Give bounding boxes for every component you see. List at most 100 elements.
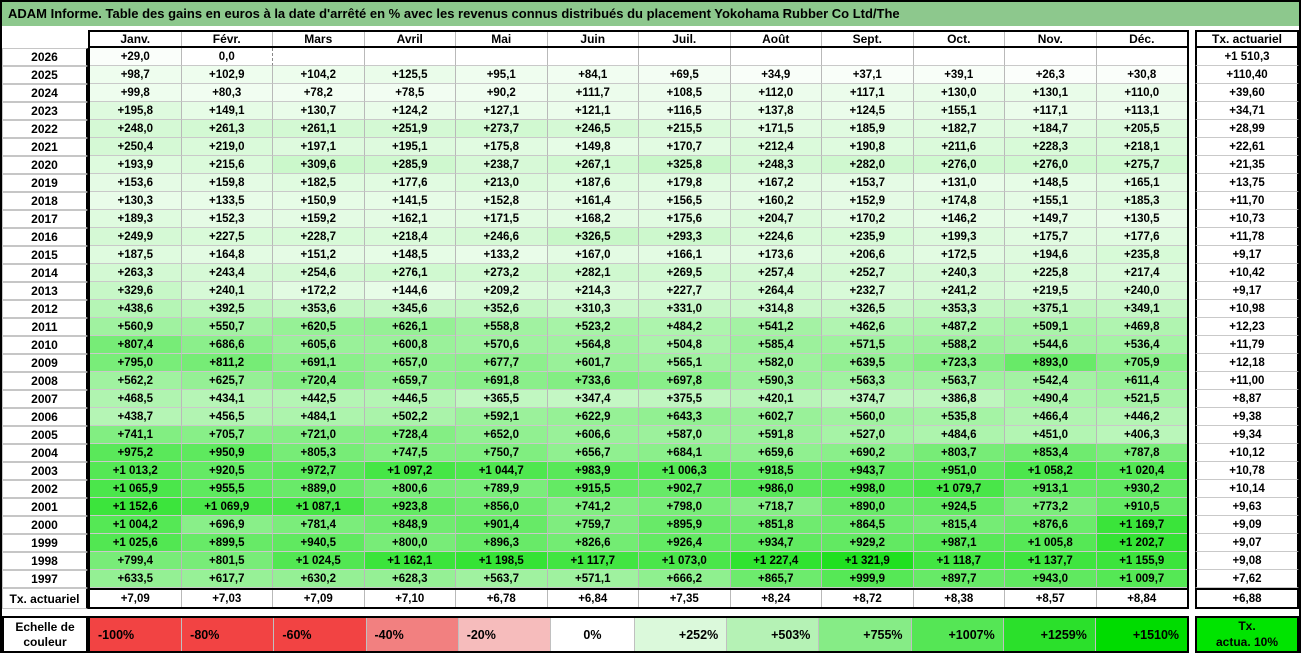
gain-cell: +29,0 <box>90 48 182 66</box>
gain-cell: +148,5 <box>1005 174 1097 192</box>
gain-cell: +484,1 <box>273 408 365 426</box>
actuarial-scale-line2: actua. 10% <box>1215 634 1279 649</box>
gain-cell: +686,6 <box>181 336 273 354</box>
column-gap <box>1189 408 1195 426</box>
gain-cell: +190,8 <box>822 138 914 156</box>
gain-cell: +170,7 <box>639 138 731 156</box>
gain-cell: +625,7 <box>181 372 273 390</box>
gain-cell: +110,0 <box>1096 84 1187 102</box>
gain-cell <box>913 48 1005 66</box>
month-values-band: +153,6 +159,8 +182,5 +177,6 +213,0 +187,6 +179… <box>88 174 1189 192</box>
actuarial-scale-cell: Tx. actua. 10% <box>1195 616 1299 653</box>
gain-cell: +677,7 <box>456 354 548 372</box>
actuarial-rate-cell: +11,00 <box>1195 372 1299 390</box>
gain-cell: +896,3 <box>456 534 548 552</box>
gain-cell: +728,4 <box>364 426 456 444</box>
gain-cell: +78,5 <box>364 84 456 102</box>
gain-cell: +375,1 <box>1005 300 1097 318</box>
gain-cell: +570,6 <box>456 336 548 354</box>
gain-cell: +1 044,7 <box>456 462 548 480</box>
month-values-band: +1 004,2 +696,9 +781,4 +848,9 +901,4 +759,7 +8… <box>88 516 1189 534</box>
gain-cell: +741,2 <box>547 498 639 516</box>
color-scale-cell: -100% <box>90 618 183 651</box>
gain-cell: +197,1 <box>273 138 365 156</box>
gain-cell: +98,7 <box>90 66 182 84</box>
gain-cell: +759,7 <box>547 516 639 534</box>
gain-cell: +950,9 <box>181 444 273 462</box>
corner-spacer <box>2 30 88 48</box>
column-gap <box>1189 372 1195 390</box>
month-header: Avril <box>364 32 456 46</box>
table-header-row: Janv. Févr. Mars Avril Mai Juin Juil. Août Sept.… <box>2 30 1299 48</box>
gain-cell: +542,4 <box>1005 372 1097 390</box>
gain-cell: +901,4 <box>456 516 548 534</box>
gain-cell: +99,8 <box>90 84 182 102</box>
gain-cell: +750,7 <box>456 444 548 462</box>
gain-cell: +117,1 <box>1005 102 1097 120</box>
gain-cell: +617,7 <box>181 570 273 588</box>
month-values-band: +562,2 +625,7 +720,4 +659,7 +691,8 +733,6 +697… <box>88 372 1189 390</box>
gain-cell <box>1005 48 1097 66</box>
gain-cell: +1 025,6 <box>90 534 182 552</box>
year-label: 2014 <box>2 264 88 282</box>
gain-cell: +345,6 <box>364 300 456 318</box>
gain-cell: +1 227,4 <box>730 552 822 570</box>
gain-cell: +137,8 <box>730 102 822 120</box>
gain-cell: +329,6 <box>90 282 182 300</box>
gain-cell: +787,8 <box>1096 444 1187 462</box>
gain-cell: +620,5 <box>273 318 365 336</box>
gain-cell: +174,8 <box>913 192 1005 210</box>
gain-cell: +182,5 <box>273 174 365 192</box>
gain-cell: +550,7 <box>181 318 273 336</box>
gain-cell: +466,4 <box>1005 408 1097 426</box>
gain-cell: +1 321,9 <box>822 552 914 570</box>
gain-cell: +155,1 <box>913 102 1005 120</box>
month-header: Oct. <box>913 32 1005 46</box>
column-gap <box>1189 66 1195 84</box>
year-label: 2006 <box>2 408 88 426</box>
gain-cell: +929,2 <box>822 534 914 552</box>
actuarial-rate-cell: +12,23 <box>1195 318 1299 336</box>
gain-cell: +240,3 <box>913 264 1005 282</box>
gain-cell: +182,7 <box>913 120 1005 138</box>
gain-cell: +975,2 <box>90 444 182 462</box>
gain-cell: +864,5 <box>822 516 914 534</box>
gain-cell: +251,9 <box>364 120 456 138</box>
gain-cell: +124,2 <box>364 102 456 120</box>
gain-cell: +1 137,7 <box>1005 552 1097 570</box>
gain-cell: +34,9 <box>730 66 822 84</box>
gain-cell: +141,5 <box>364 192 456 210</box>
gain-cell: +39,1 <box>913 66 1005 84</box>
gain-cell: +227,5 <box>181 228 273 246</box>
gain-cell: +587,0 <box>639 426 731 444</box>
gain-cell: +162,1 <box>364 210 456 228</box>
gain-cell: +853,4 <box>1005 444 1097 462</box>
gain-cell <box>547 48 639 66</box>
gain-cell: +195,1 <box>364 138 456 156</box>
column-gap <box>1189 30 1195 48</box>
gain-cell: +972,7 <box>273 462 365 480</box>
month-header-band: Janv. Févr. Mars Avril Mai Juin Juil. Août Sept.… <box>88 30 1189 48</box>
gain-cell: +117,1 <box>822 84 914 102</box>
gain-cell: +111,7 <box>547 84 639 102</box>
month-header: Nov. <box>1005 32 1097 46</box>
report-title-bar: ADAM Informe. Table des gains en euros à… <box>2 2 1299 26</box>
actuarial-rate-cell: +21,35 <box>1195 156 1299 174</box>
gain-cell: +276,0 <box>1005 156 1097 174</box>
actuarial-scale-line1: Tx. <box>1238 618 1256 633</box>
gain-cell: +228,7 <box>273 228 365 246</box>
gain-cell: +26,3 <box>1005 66 1097 84</box>
gain-cell: +652,0 <box>456 426 548 444</box>
gain-cell: +893,0 <box>1005 354 1097 372</box>
gain-cell <box>364 48 456 66</box>
gain-cell: +1 152,6 <box>90 498 182 516</box>
gain-cell: +218,4 <box>364 228 456 246</box>
gain-cell: +705,7 <box>181 426 273 444</box>
color-scale-cell: +252% <box>635 618 728 651</box>
table-row: 2013 +329,6 +240,1 +172,2 +144,6 +209,2 +214,3… <box>2 282 1299 300</box>
gain-cell: +124,5 <box>822 102 914 120</box>
gain-cell: +185,9 <box>822 120 914 138</box>
gain-cell: +214,3 <box>547 282 639 300</box>
year-label: 2021 <box>2 138 88 156</box>
gain-cell: +998,0 <box>822 480 914 498</box>
